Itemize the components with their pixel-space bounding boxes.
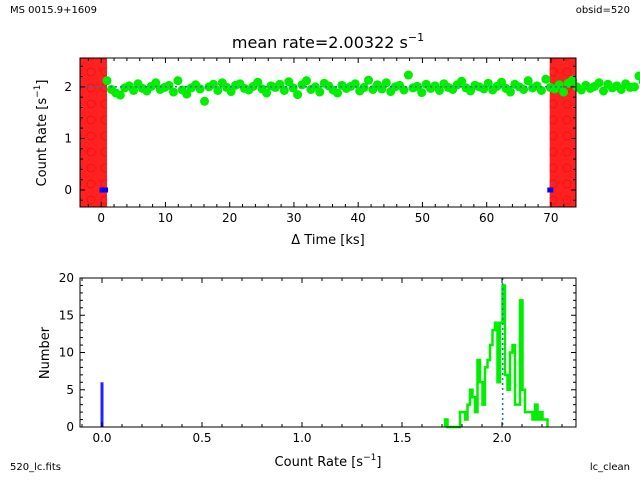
rate-point bbox=[151, 78, 161, 88]
zero-rate-point bbox=[102, 187, 109, 193]
x-tick-label: 0 bbox=[97, 211, 105, 225]
rate-point bbox=[630, 82, 640, 92]
rate-point bbox=[301, 76, 311, 86]
rate-point bbox=[523, 76, 533, 86]
rate-point bbox=[182, 89, 192, 99]
rate-point bbox=[364, 75, 374, 85]
top-y-axis-label: Count Rate [s−1] bbox=[33, 80, 50, 187]
top-x-axis-label: Δ Time [ks] bbox=[291, 233, 364, 248]
filename-label: 520_lc.fits bbox=[10, 462, 61, 473]
y-tick-label: 0 bbox=[64, 183, 72, 197]
hist-bar bbox=[528, 412, 531, 427]
rate-point bbox=[315, 87, 325, 97]
x-tick-label: 1.0 bbox=[292, 431, 311, 445]
rate-point bbox=[102, 76, 112, 86]
y-tick-label: 1 bbox=[64, 131, 72, 145]
rate-point bbox=[200, 96, 210, 106]
x-tick-label: 0.0 bbox=[92, 431, 111, 445]
source-name: MS 0015.9+1609 bbox=[10, 5, 97, 16]
histogram-step bbox=[443, 284, 549, 429]
hist-bar bbox=[515, 405, 518, 427]
rate-point bbox=[598, 86, 608, 96]
rate-point bbox=[634, 71, 640, 81]
chart-title: mean rate=2.00322 s−1 bbox=[232, 31, 424, 52]
rate-point bbox=[213, 85, 223, 95]
rate-point bbox=[262, 88, 272, 98]
rate-point bbox=[253, 77, 263, 87]
rate-point bbox=[350, 79, 360, 89]
hist-bar bbox=[508, 390, 511, 427]
x-tick-label: 70 bbox=[543, 211, 558, 225]
rate-point bbox=[497, 77, 507, 87]
zero-bin-bar bbox=[100, 382, 104, 427]
rate-point bbox=[359, 82, 369, 92]
x-tick-label: 60 bbox=[479, 211, 494, 225]
rate-point bbox=[279, 85, 289, 95]
rate-point bbox=[275, 79, 285, 89]
rate-point bbox=[417, 88, 427, 98]
rate-point bbox=[403, 70, 413, 80]
top-axes-frame bbox=[79, 57, 577, 208]
rate-point bbox=[164, 80, 174, 90]
rate-point bbox=[505, 87, 515, 97]
rate-point bbox=[168, 87, 178, 97]
bottom-y-axis-label: Number bbox=[38, 326, 53, 379]
hist-bar bbox=[498, 382, 501, 427]
y-tick-label: 10 bbox=[59, 346, 74, 360]
obsid-label: obsid=520 bbox=[575, 5, 630, 16]
rate-point bbox=[115, 90, 125, 100]
rate-point bbox=[284, 77, 294, 87]
x-tick-label: 0.5 bbox=[192, 431, 211, 445]
rate-point bbox=[226, 87, 236, 97]
mode-label: lc_clean bbox=[589, 462, 630, 473]
rate-point bbox=[594, 78, 604, 88]
hist-bar bbox=[488, 360, 491, 427]
rate-point bbox=[293, 90, 303, 100]
rate-point bbox=[567, 75, 577, 85]
y-tick-label: 2 bbox=[64, 80, 72, 94]
rate-point bbox=[541, 74, 551, 84]
x-tick-label: 30 bbox=[286, 211, 301, 225]
x-tick-label: 1.5 bbox=[392, 431, 411, 445]
rate-point bbox=[381, 78, 391, 88]
rate-point bbox=[173, 76, 183, 86]
bad-interval-pattern bbox=[80, 58, 107, 207]
rate-point bbox=[483, 78, 493, 88]
rate-point bbox=[399, 85, 409, 95]
rate-point bbox=[559, 87, 569, 97]
x-tick-label: 2.0 bbox=[492, 431, 511, 445]
zero-rate-point bbox=[547, 187, 554, 193]
rate-point bbox=[377, 84, 387, 94]
y-tick-label: 5 bbox=[66, 383, 74, 397]
rate-point bbox=[434, 85, 444, 95]
hist-bar bbox=[525, 412, 528, 427]
y-tick-label: 0 bbox=[66, 420, 74, 434]
x-tick-label: 40 bbox=[351, 211, 366, 225]
hist-bar bbox=[475, 412, 478, 427]
rate-point bbox=[288, 83, 298, 93]
y-tick-label: 15 bbox=[59, 308, 74, 322]
hist-bar bbox=[518, 405, 521, 427]
x-tick-label: 20 bbox=[222, 211, 237, 225]
rate-point bbox=[195, 84, 205, 94]
rate-point bbox=[129, 85, 139, 95]
hist-bar bbox=[483, 405, 486, 427]
rate-point bbox=[333, 88, 343, 98]
rate-point bbox=[536, 85, 546, 95]
rate-point bbox=[457, 76, 467, 86]
x-tick-label: 10 bbox=[158, 211, 173, 225]
x-tick-label: 50 bbox=[415, 211, 430, 225]
rate-point bbox=[412, 81, 422, 91]
bottom-x-axis-label: Count Rate [s−1] bbox=[275, 453, 382, 470]
y-tick-label: 20 bbox=[59, 271, 74, 285]
